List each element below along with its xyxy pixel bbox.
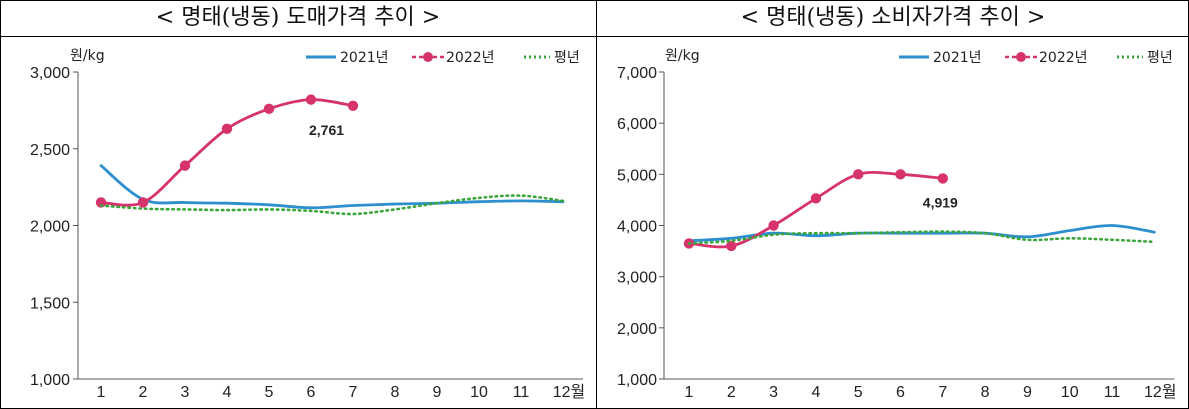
wholesale-price-chart: 1,000 1,500 2,000 2,500 3,000 1 2 3 4 5 6 7 8 9 10 11 12…	[30, 48, 586, 401]
y-tick-label: 4,000	[617, 219, 657, 236]
unit-label: 원/kg	[70, 48, 105, 64]
legend-label: 평년	[1147, 50, 1173, 66]
x-tick-label: 12월	[553, 383, 586, 401]
data-point-2022	[95, 197, 107, 208]
x-tick-label: 8	[391, 384, 400, 401]
series-line-2021	[687, 224, 1156, 243]
x-tick-label: 1	[97, 384, 106, 401]
x-tick-label: 7	[938, 384, 947, 401]
data-point-2022	[895, 169, 906, 180]
data-point-2022	[853, 169, 864, 180]
x-tick-label: 3	[181, 384, 190, 401]
x-tick-label: 2	[727, 384, 736, 401]
x-tick-label: 7	[349, 384, 358, 401]
y-tick-label: 7,000	[617, 65, 657, 82]
x-tick-label: 11	[513, 384, 530, 401]
legend-swatch-dot	[423, 52, 433, 62]
y-tick-label: 6,000	[617, 116, 657, 133]
data-point-2022	[726, 240, 737, 252]
x-tick-label: 9	[433, 384, 442, 401]
x-tick-label: 8	[981, 384, 990, 401]
legend-label: 2022년	[446, 50, 495, 66]
data-point-2022	[347, 100, 359, 111]
legend-label: 2021년	[933, 50, 982, 66]
x-tick-label: 10	[470, 384, 488, 401]
data-point-2022	[937, 173, 948, 184]
panel-divider	[596, 0, 597, 409]
y-tick-label: 3,000	[30, 65, 70, 82]
y-tick-label: 3,000	[617, 270, 657, 287]
unit-label: 원/kg	[665, 48, 700, 64]
legend-label: 2021년	[340, 50, 389, 66]
data-point-2022	[305, 94, 317, 105]
data-label-2022-jul: 4,919	[923, 194, 958, 210]
legend-item-2021: 2021년	[306, 50, 389, 66]
y-tick-label: 1,000	[30, 372, 70, 389]
x-tick-label: 10	[1061, 384, 1079, 401]
series-line-average	[687, 230, 1156, 245]
y-tick-label: 1,000	[617, 372, 657, 389]
x-tick-label: 4	[223, 384, 232, 401]
y-tick-label: 2,000	[30, 219, 70, 236]
legend-label: 평년	[554, 50, 580, 66]
legend-item-average: 평년	[524, 50, 580, 66]
x-tick-label: 11	[1104, 384, 1121, 401]
y-tick-label: 2,000	[617, 321, 657, 338]
consumer-price-chart: 1,000 2,000 3,000 4,000 5,000 6,000 7,000 1 2 3 4 5…	[617, 48, 1177, 401]
legend-item-2022: 2022년	[1005, 50, 1088, 66]
left-chart-title: < 명태(냉동) 도매가격 추이 >	[155, 5, 441, 30]
x-tick-label: 5	[854, 384, 863, 401]
legend-swatch-dot	[1016, 52, 1026, 62]
data-label-2022-jul: 2,761	[309, 122, 344, 138]
data-point-2022	[263, 103, 275, 115]
x-tick-label: 1	[685, 384, 694, 401]
y-tick-label: 5,000	[617, 167, 657, 184]
title-row-divider	[0, 36, 1189, 37]
y-tick-label: 1,500	[30, 295, 70, 312]
data-point-2022	[768, 220, 779, 231]
legend-item-2022: 2022년	[412, 50, 495, 66]
x-tick-label: 9	[1023, 384, 1032, 401]
y-tick-label: 2,500	[30, 142, 70, 159]
data-point-2022	[221, 123, 233, 134]
legend-label: 2022년	[1039, 50, 1088, 66]
x-tick-label: 6	[307, 384, 316, 401]
x-tick-label: 5	[265, 384, 274, 401]
series-line-2021	[99, 164, 565, 210]
x-tick-label: 6	[896, 384, 905, 401]
legend-item-2021: 2021년	[899, 50, 982, 66]
legend-item-average: 평년	[1117, 50, 1173, 66]
x-tick-label: 4	[811, 384, 820, 401]
right-chart-title: < 명태(냉동) 소비자가격 추이 >	[740, 5, 1046, 30]
data-point-2022	[179, 160, 191, 171]
data-point-2022	[810, 193, 822, 204]
series-line-2022	[99, 98, 355, 207]
x-tick-label: 12월	[1144, 383, 1177, 401]
x-tick-label: 3	[769, 384, 778, 401]
data-point-2022	[137, 197, 149, 208]
x-tick-label: 2	[139, 384, 148, 401]
series-line-average	[99, 194, 565, 216]
